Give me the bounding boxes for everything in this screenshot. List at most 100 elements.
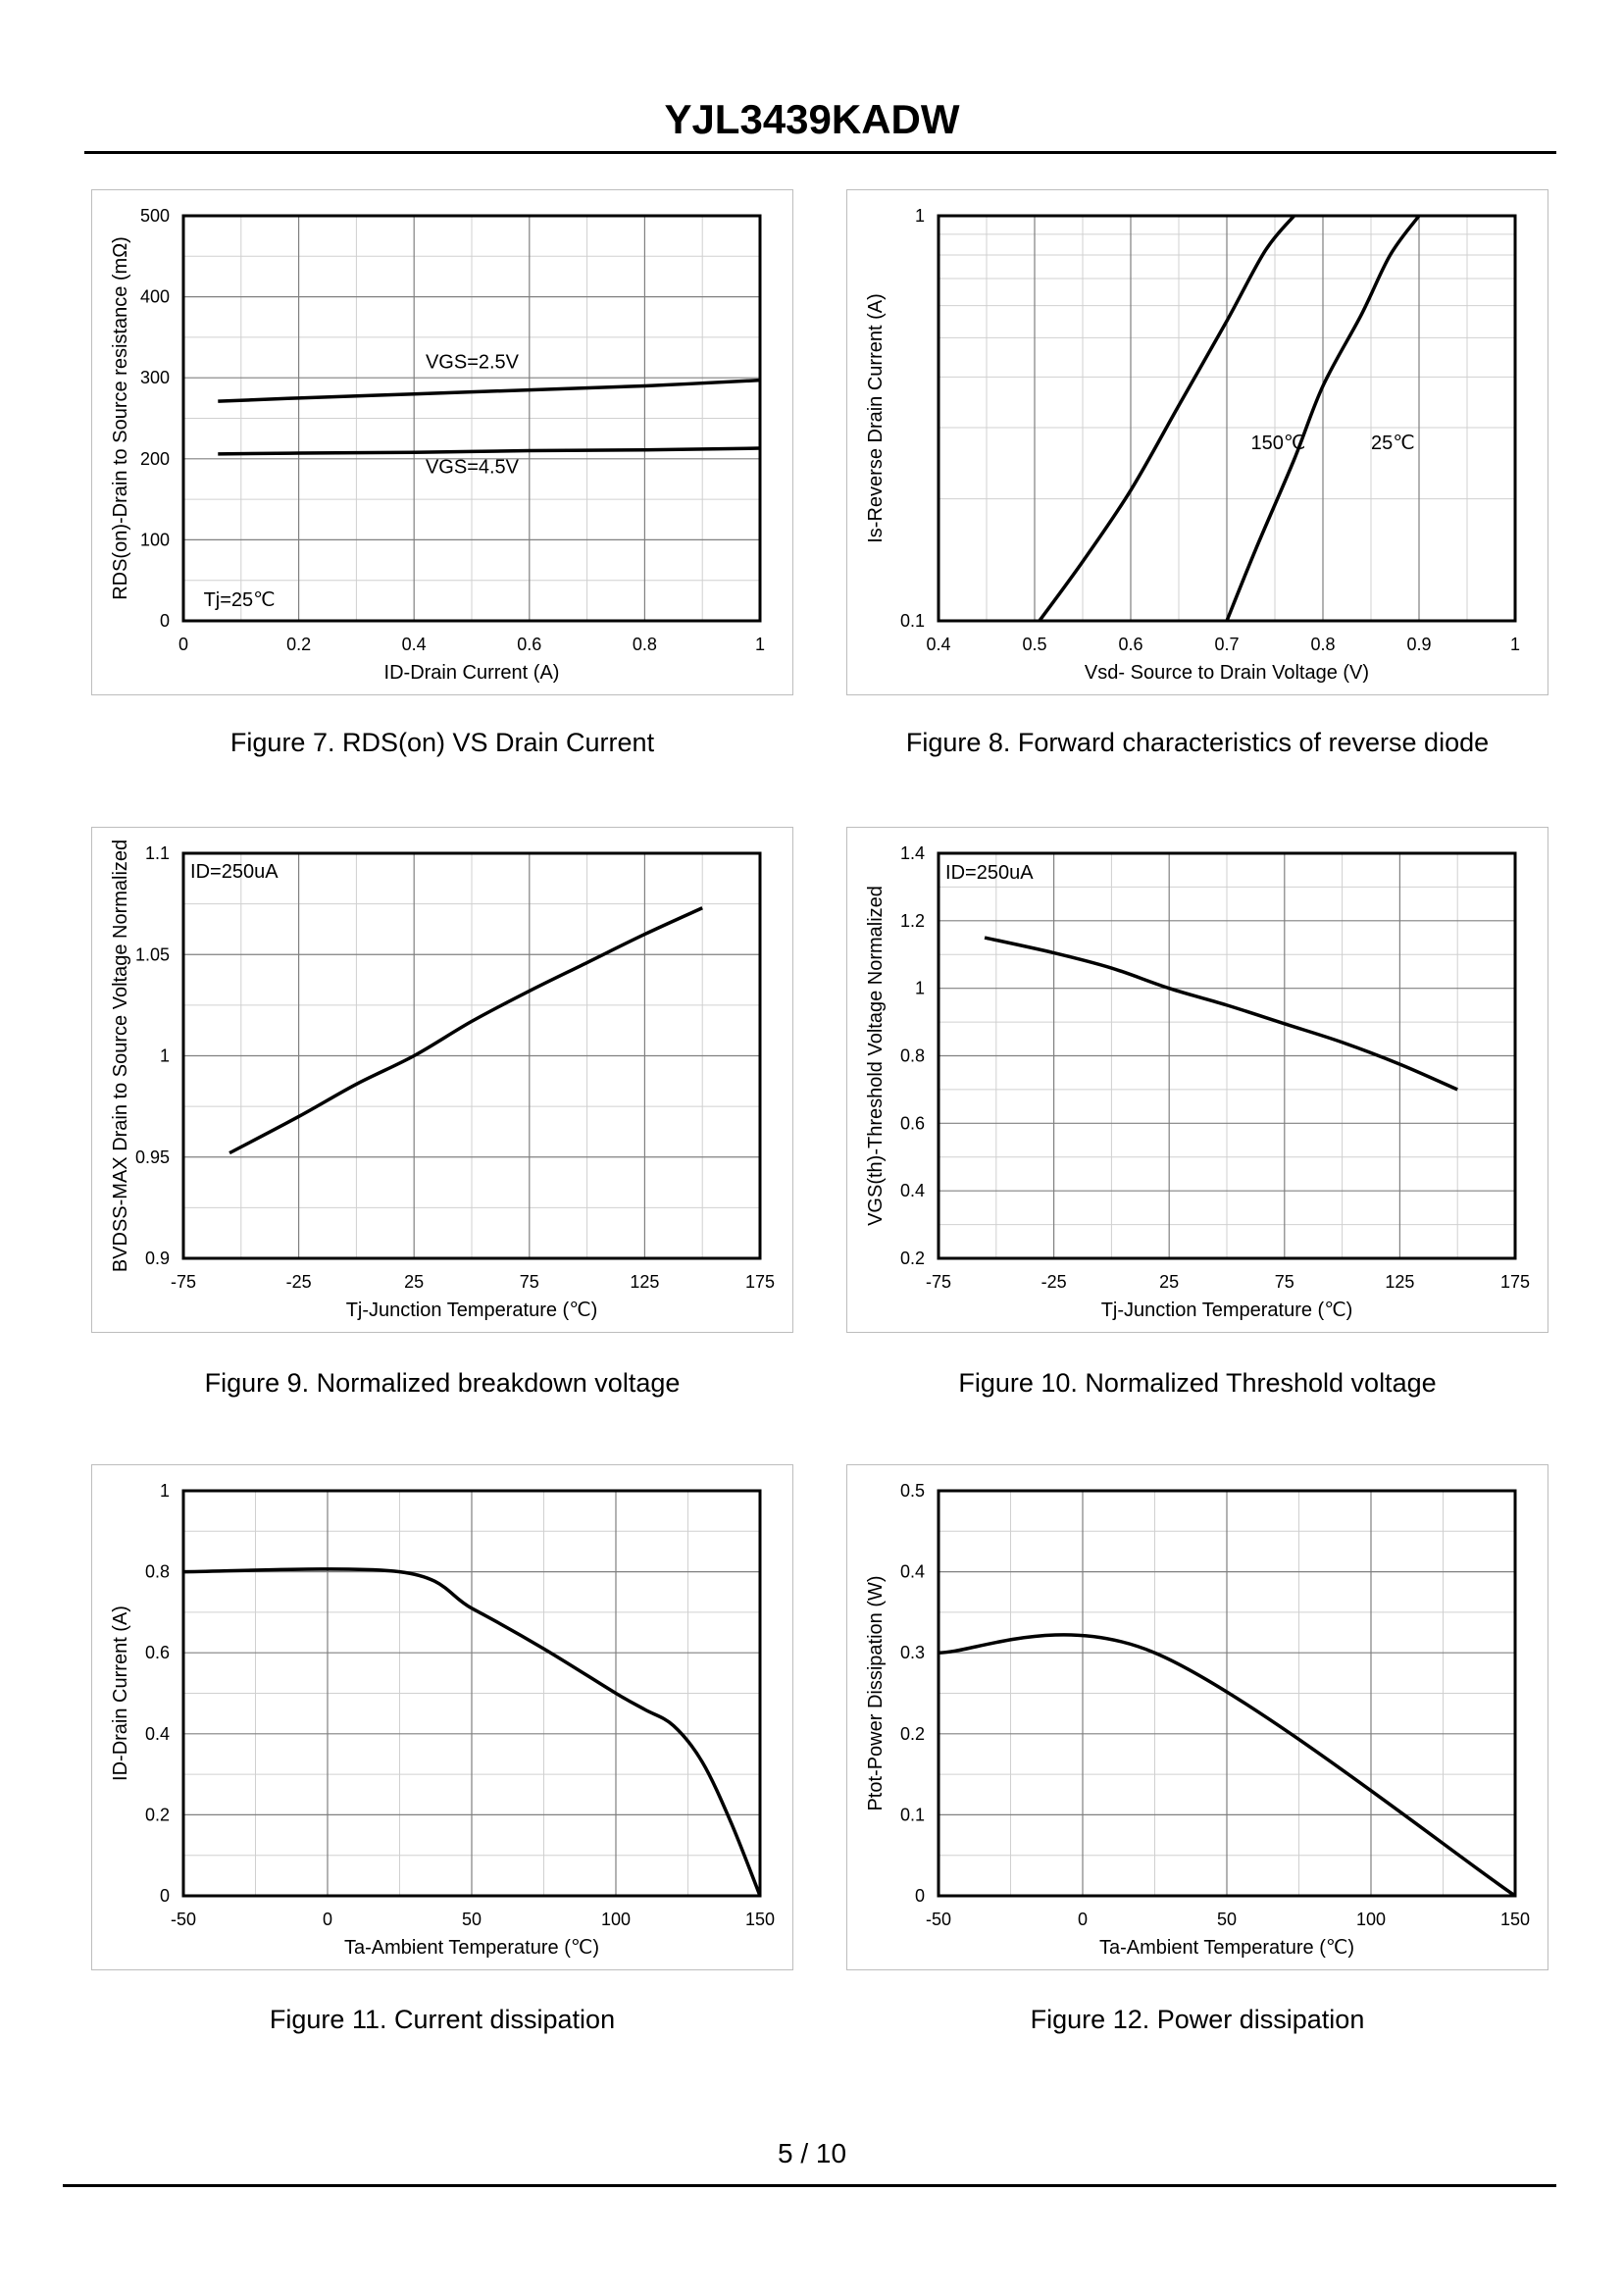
x-tick-label: 0.2 [286,635,311,654]
figure-10-caption: Figure 10. Normalized Threshold voltage [958,1368,1437,1398]
y-tick-label: 1.4 [900,843,925,863]
x-tick-label: 0.5 [1022,635,1046,654]
x-tick-label: 0.4 [926,635,950,654]
y-tick-label: 1.2 [900,911,925,931]
y-tick-label: 1 [915,979,925,998]
figure-10-chart: -75 -25 25 75 125 175 0.2 0.4 0.6 0.8 1 1.2 1.4 Tj-Ju… [846,827,1548,1333]
y-tick-label: 1.1 [145,843,170,863]
x-tick-label: 0 [1078,1910,1088,1929]
x-tick-label: 1 [755,635,765,654]
figure-9-chart: -75 -25 25 75 125 175 0.9 0.95 1 1.05 1.1 Tj-Juncti… [91,827,793,1333]
figure-7-chart: 0 0.2 0.4 0.6 0.8 1 0 100 200 300 400 500 ID-Drain C… [91,189,793,695]
y-tick-label: 0.2 [900,1249,925,1268]
y-tick-label: 0 [160,1886,170,1906]
y-tick-label: 0.6 [900,1113,925,1133]
y-tick-label: 400 [140,287,170,307]
x-tick-label: 150 [1500,1910,1530,1929]
y-tick-label: 1 [160,1481,170,1501]
series-line [218,378,761,403]
x-tick-label: 25 [1159,1272,1179,1292]
y-axis-label: Is-Reverse Drain Current (A) [865,293,887,543]
y-tick-label: 0.4 [900,1562,925,1582]
x-tick-label: -50 [926,1910,951,1929]
x-axis-label: Ta-Ambient Temperature (℃) [1099,1937,1354,1959]
series-line [1225,214,1421,622]
plot-border [181,214,762,623]
y-tick-label: 0.5 [900,1481,925,1501]
figure-12-caption: Figure 12. Power dissipation [1030,2005,1365,2034]
y-axis-label: ID-Drain Current (A) [110,1606,131,1781]
y-tick-label: 0.4 [145,1724,170,1744]
chart-frame [846,827,1548,1333]
x-tick-label: 125 [1385,1272,1414,1292]
x-tick-label: 0.4 [402,635,427,654]
chart-frame [846,1464,1548,1970]
figure-12-chart: -50 0 50 100 150 0 0.1 0.2 0.3 0.4 0.5 Ta-Ambient T… [846,1464,1548,1970]
annotation-label: Tj=25℃ [204,589,276,611]
x-axis-label: ID-Drain Current (A) [384,662,560,684]
x-tick-label: -50 [171,1910,196,1929]
annotation-label: 150℃ [1251,433,1306,454]
x-tick-label: 100 [1356,1910,1386,1929]
x-tick-label: 50 [462,1910,482,1929]
y-tick-label: 1.05 [135,944,170,964]
x-axis-label: Ta-Ambient Temperature (℃) [344,1937,599,1959]
x-tick-label: 50 [1217,1910,1237,1929]
plot-border [937,1489,1517,1898]
x-tick-label: 0.8 [633,635,657,654]
x-tick-label: -75 [926,1272,951,1292]
y-tick-label: 0.3 [900,1643,925,1662]
x-tick-label: 0.6 [1118,635,1142,654]
x-tick-label: 0.9 [1406,635,1431,654]
y-tick-label: 0 [915,1886,925,1906]
x-tick-label: 1 [1510,635,1520,654]
y-tick-label: 1 [915,206,925,226]
annotation-label: ID=250uA [190,861,279,883]
x-tick-label: 175 [1500,1272,1530,1292]
x-tick-label: 25 [404,1272,424,1292]
footer-rule [63,2184,1556,2187]
x-tick-label: -75 [171,1272,196,1292]
x-axis-label: Vsd- Source to Drain Voltage (V) [1085,662,1369,684]
x-tick-label: -25 [286,1272,312,1292]
y-tick-label: 0.2 [145,1805,170,1824]
series-line [228,906,703,1155]
y-tick-label: 0.1 [900,1805,925,1824]
annotation-label: VGS=2.5V [426,351,520,373]
chart-frame [846,189,1548,695]
x-tick-label: 100 [601,1910,631,1929]
plot-border [937,851,1517,1260]
series-line [218,446,761,456]
annotation-label: ID=250uA [945,862,1034,884]
chart-frame [91,189,793,695]
x-tick-label: 0.7 [1214,635,1239,654]
y-tick-label: 0.2 [900,1724,925,1744]
y-tick-label: 0.4 [900,1181,925,1200]
x-tick-label: 0.6 [517,635,541,654]
plot-border [181,851,762,1260]
figure-8-caption: Figure 8. Forward characteristics of rev… [905,728,1490,757]
annotation-label: 25℃ [1371,433,1415,454]
y-tick-label: 0.9 [145,1249,170,1268]
header-rule [84,151,1556,154]
y-tick-label: 0.6 [145,1643,170,1662]
y-tick-label: 1 [160,1046,170,1066]
y-axis-label: Ptot-Power Dissipation (W) [865,1575,887,1810]
figure-11-chart: -50 0 50 100 150 0 0.2 0.4 0.6 0.8 1 Ta-Ambient Tem… [91,1464,793,1970]
y-tick-label: 0.1 [900,611,925,631]
chart-frame [91,1464,793,1970]
x-tick-label: 150 [745,1910,775,1929]
figure-8-chart: 0.4 0.5 0.6 0.7 0.8 0.9 1 0.1 1 Vsd- Source to Dr… [846,189,1548,695]
figure-11-caption: Figure 11. Current dissipation [269,2005,616,2034]
figure-9-caption: Figure 9. Normalized breakdown voltage [204,1368,681,1398]
plot-border [181,1489,762,1898]
x-tick-label: 0 [323,1910,332,1929]
annotation-label: VGS=4.5V [426,457,520,479]
x-axis-label: Tj-Junction Temperature (℃) [346,1300,598,1321]
y-tick-label: 200 [140,449,170,469]
series-line [1038,214,1295,623]
series-line [182,1567,762,1897]
x-tick-label: 75 [520,1272,539,1292]
y-tick-label: 100 [140,530,170,549]
minor-gridlines [183,216,760,621]
